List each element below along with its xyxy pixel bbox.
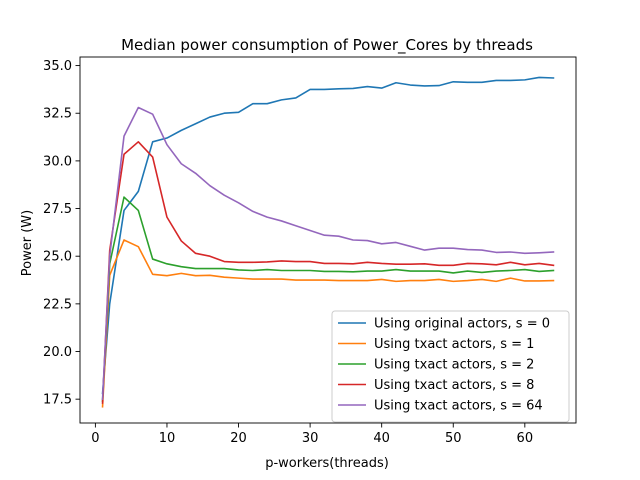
x-tick-label: 50 <box>445 431 462 446</box>
y-tick-label: 27.5 <box>43 202 72 217</box>
x-tick-label: 40 <box>373 431 390 446</box>
y-tick-label: 20.0 <box>43 345 72 360</box>
x-axis-label: p-workers(threads) <box>265 456 389 471</box>
plot-frame <box>79 56 577 424</box>
y-tick-label: 25.0 <box>43 250 72 265</box>
legend-entry-2: Using txact actors, s = 2 <box>374 358 534 373</box>
series-line-3 <box>101 141 555 404</box>
legend-entry-3: Using txact actors, s = 8 <box>374 378 534 393</box>
series-line-0 <box>101 76 555 395</box>
y-tick-label: 32.5 <box>43 107 72 122</box>
series-line-1 <box>101 239 555 408</box>
x-tick-label: 30 <box>302 431 319 446</box>
y-tick-label: 17.5 <box>43 393 72 408</box>
x-tick-label: 0 <box>91 431 99 446</box>
x-tick-label: 60 <box>517 431 534 446</box>
y-tick-label: 22.5 <box>43 297 72 312</box>
series-line-4 <box>101 106 555 401</box>
y-tick-label: 35.0 <box>43 59 72 74</box>
legend-entry-0: Using original actors, s = 0 <box>374 317 550 332</box>
x-tick-label: 10 <box>159 431 176 446</box>
y-axis-label: Power (W) <box>20 210 35 276</box>
plot-area: 0 10 20 30 40 50 60 17.5 20.0 22.5 25.0 27.5 30.0 32.… <box>43 56 577 446</box>
y-tick-label: 30.0 <box>43 154 72 169</box>
series-line-2 <box>101 196 555 402</box>
legend-entry-1: Using txact actors, s = 1 <box>374 337 534 352</box>
x-tick-label: 20 <box>230 431 247 446</box>
legend-box <box>331 310 570 423</box>
legend-entry-4: Using txact actors, s = 64 <box>374 399 543 414</box>
chart-title: Median power consumption of Power_Cores … <box>121 36 533 55</box>
